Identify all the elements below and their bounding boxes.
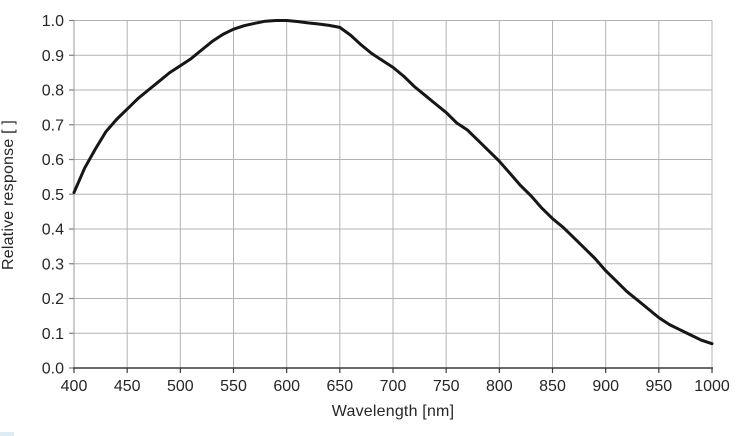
x-tick-label: 550 <box>220 378 247 395</box>
x-tick-label: 850 <box>539 378 566 395</box>
screen-artifact <box>0 432 14 436</box>
y-tick-label: 0.9 <box>42 48 64 65</box>
x-tick-label: 500 <box>167 378 194 395</box>
x-tick-label: 950 <box>645 378 672 395</box>
y-tick-label: 0.5 <box>42 187 64 204</box>
x-tick-label: 700 <box>380 378 407 395</box>
y-tick-label: 0.8 <box>42 83 64 100</box>
y-tick-label: 0.1 <box>42 326 64 343</box>
x-tick-label: 800 <box>486 378 513 395</box>
y-axis-title: Relative response [ ] <box>0 119 17 271</box>
x-tick-label: 400 <box>61 378 88 395</box>
y-tick-label: 0.6 <box>42 152 64 169</box>
x-tick-label: 600 <box>273 378 300 395</box>
y-tick-label: 0.7 <box>42 117 64 134</box>
y-tick-label: 1.0 <box>42 13 64 30</box>
x-axis-title: Wavelength [nm] <box>331 403 455 420</box>
x-tick-label: 650 <box>326 378 353 395</box>
x-tick-label: 750 <box>433 378 460 395</box>
y-tick-label: 0.3 <box>42 256 64 273</box>
y-tick-label: 0.2 <box>42 291 64 308</box>
y-tick-label: 0.4 <box>42 222 64 239</box>
x-tick-label: 450 <box>114 378 141 395</box>
x-tick-label: 1000 <box>694 378 730 395</box>
x-tick-label: 900 <box>592 378 619 395</box>
y-tick-label: 0.0 <box>42 361 64 378</box>
series-line-relative-response <box>72 19 714 346</box>
